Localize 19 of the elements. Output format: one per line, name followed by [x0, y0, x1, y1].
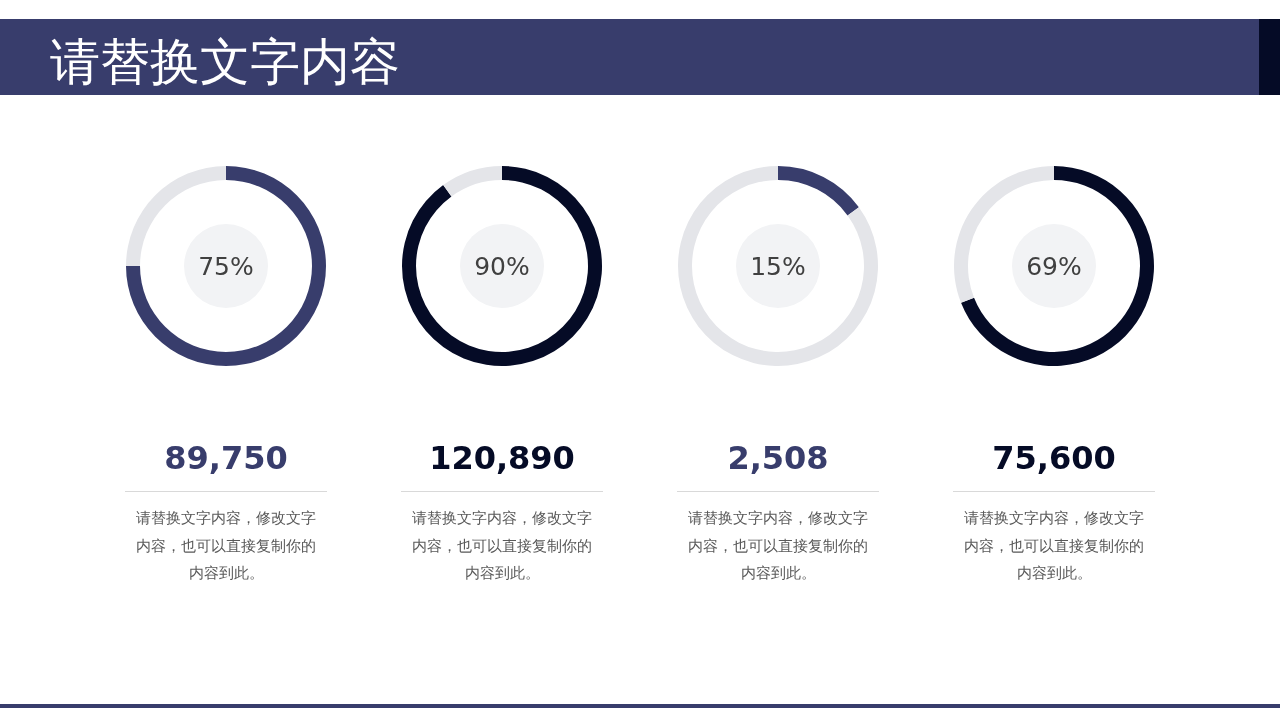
- text: 120,890: [429, 439, 575, 477]
- text: 69%: [1026, 252, 1082, 281]
- donut-slice: [126, 166, 326, 366]
- text: 90%: [474, 252, 530, 281]
- text: 75,600: [992, 439, 1116, 477]
- donut-slice: [678, 166, 878, 366]
- text: 请替换文字内容，修改文字内容，也可以直接复制你的内容到此。: [964, 509, 1144, 582]
- donut-slice: [443, 166, 502, 197]
- text: 请替换文字内容: [50, 33, 400, 91]
- text: 89,750: [164, 439, 288, 477]
- text: 2,508: [727, 439, 829, 477]
- donut-slice: [961, 166, 1154, 366]
- donut-slice: [402, 166, 602, 366]
- text: 请替换文字内容，修改文字内容，也可以直接复制你的内容到此。: [688, 509, 868, 582]
- text: 请替换文字内容，修改文字内容，也可以直接复制你的内容到此。: [136, 509, 316, 582]
- text: 75%: [198, 252, 254, 281]
- text: 请替换文字内容，修改文字内容，也可以直接复制你的内容到此。: [412, 509, 592, 582]
- text: 15%: [750, 252, 806, 281]
- donut-slice: [778, 166, 859, 216]
